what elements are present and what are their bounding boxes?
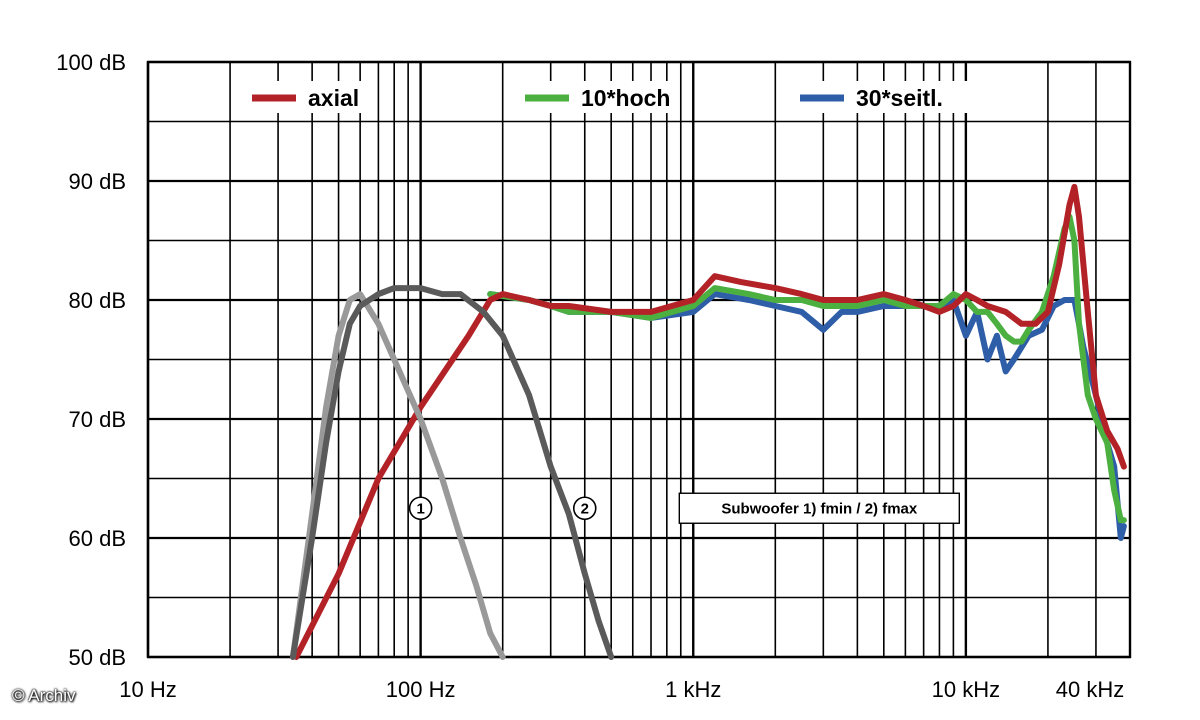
- image-credit: © Archiv: [12, 686, 76, 705]
- series-line: [289, 285, 615, 660]
- x-tick-label: 1 kHz: [665, 677, 721, 702]
- series-lines: [289, 183, 1127, 660]
- x-tick-label: 10 Hz: [119, 677, 176, 702]
- y-tick-label: 70 dB: [69, 407, 127, 432]
- y-tick-label: 100 dB: [56, 50, 126, 75]
- annotation-marker-label: 2: [581, 500, 589, 517]
- annotation-box: [678, 492, 961, 524]
- legend-label: 30*seitl.: [856, 85, 943, 111]
- x-tick-label: 100 Hz: [386, 677, 456, 702]
- legend-label: axial: [308, 85, 359, 111]
- annotation-marker-circle: [408, 496, 433, 521]
- plot-frame: [146, 60, 1132, 659]
- y-tick-label: 60 dB: [69, 526, 127, 551]
- y-tick-label: 80 dB: [69, 288, 127, 313]
- y-tick-label: 90 dB: [69, 169, 127, 194]
- annotation-marker-label: 1: [416, 500, 424, 517]
- series-line: [293, 183, 1127, 660]
- legend: axial 10*hoch 30*seitl.: [246, 81, 977, 113]
- annotation-marker-circle: [572, 496, 597, 521]
- y-tick-label: 50 dB: [69, 645, 127, 670]
- annotation-text: Subwoofer 1) fmin / 2) fmax: [721, 500, 918, 517]
- series-line: [487, 213, 1127, 524]
- x-tick-label: 40 kHz: [1056, 677, 1124, 702]
- series-line: [289, 291, 506, 660]
- legend-label: 10*hoch: [581, 85, 670, 111]
- x-tick-label: 10 kHz: [932, 677, 1000, 702]
- x-axis-ticks: 10 Hz 100 Hz 1 kHz 10 kHz 40 kHz: [119, 677, 1124, 702]
- grid: [146, 60, 1132, 659]
- y-axis-ticks: 100 dB 90 dB 80 dB 70 dB 60 dB 50 dB: [56, 50, 126, 670]
- annotations: 1 2 Subwoofer 1) fmin / 2) fmax: [408, 492, 961, 524]
